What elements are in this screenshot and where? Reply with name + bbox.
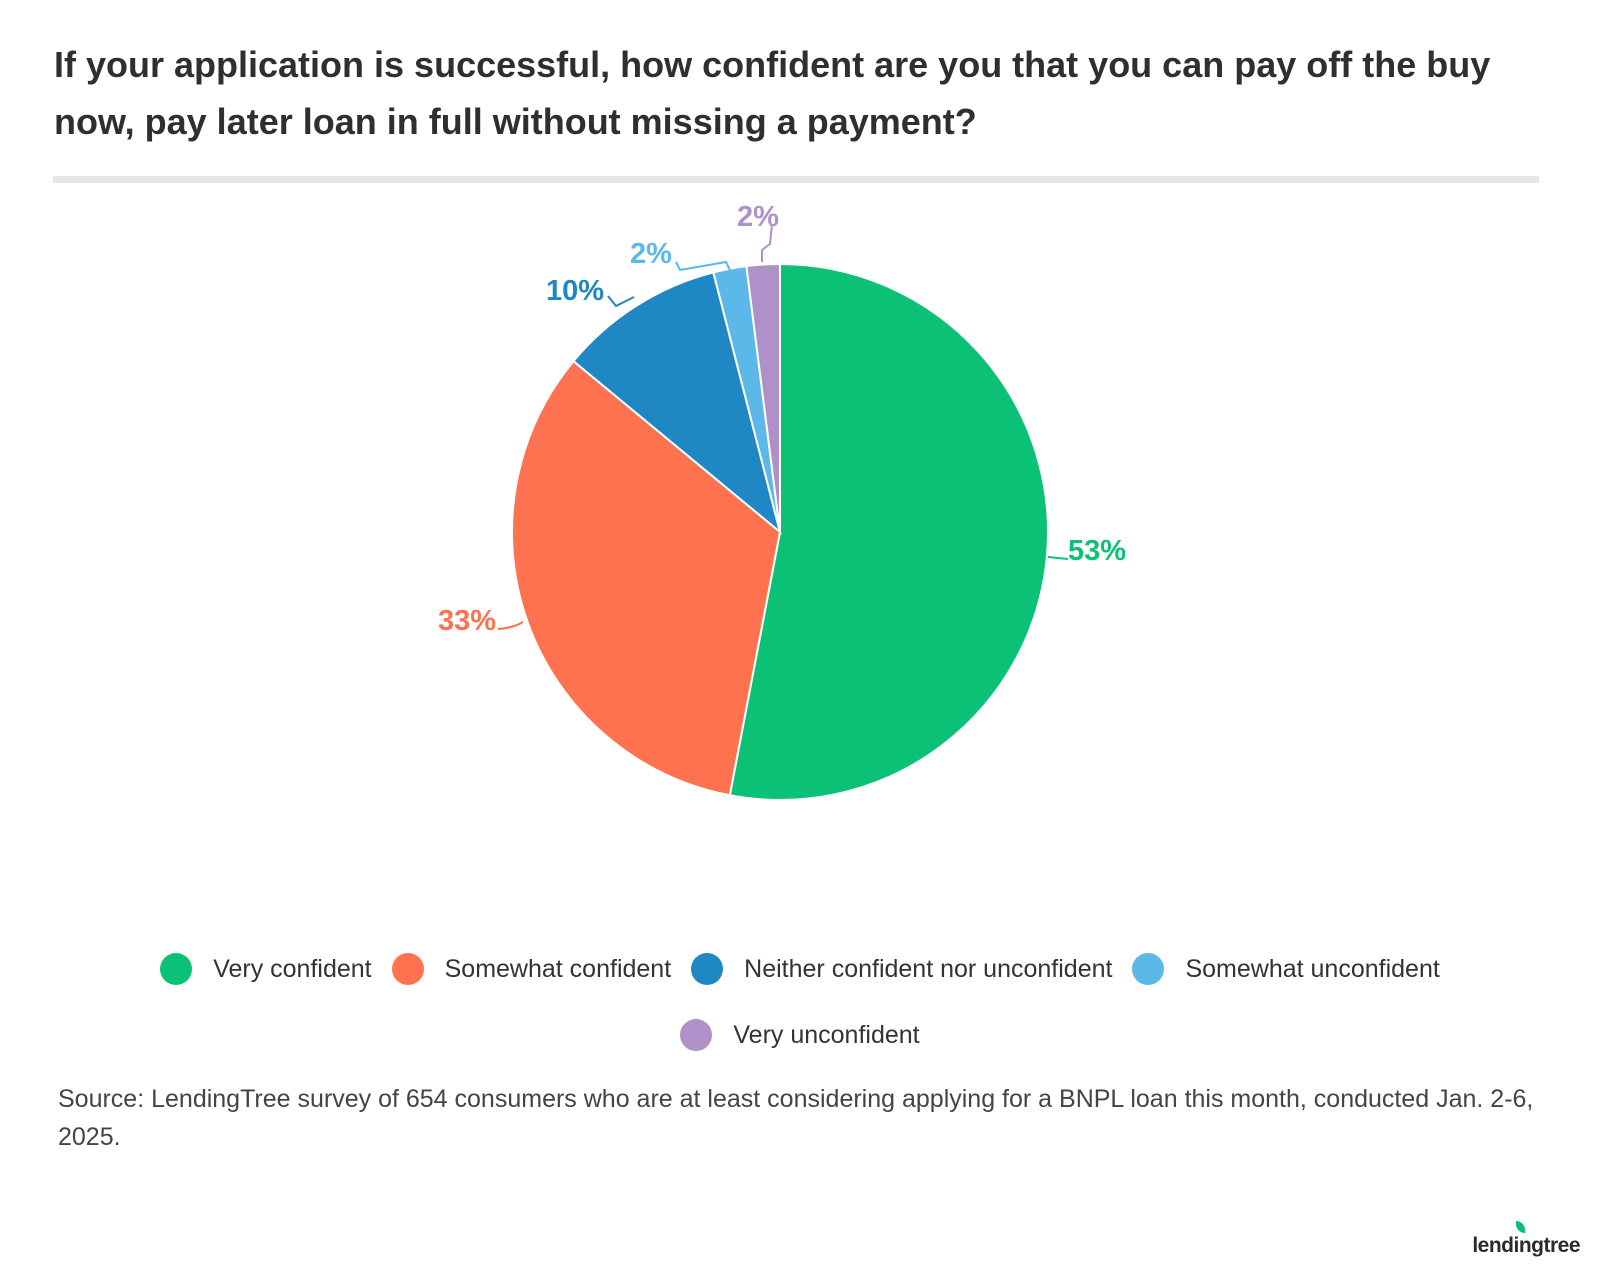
title-divider — [53, 176, 1539, 183]
leader-line-very-confident — [1047, 556, 1069, 560]
legend-item-neither: Neither confident nor unconfident — [691, 953, 1112, 985]
legend-label-very-unconfident: Very unconfident — [733, 1020, 920, 1049]
legend-label-neither: Neither confident nor unconfident — [744, 954, 1113, 983]
legend-row-2: Very unconfident — [0, 1002, 1600, 1068]
data-label-somewhat-unconfident: 2% — [630, 238, 672, 270]
leader-line-neither — [607, 295, 635, 308]
data-label-very-unconfident: 2% — [737, 201, 779, 233]
chart-legend: Very confident Somewhat confident Neithe… — [0, 936, 1600, 1068]
legend-row-1: Very confident Somewhat confident Neithe… — [0, 936, 1600, 1002]
legend-swatch-very-confident — [160, 953, 193, 985]
pie-chart: 53% 33% 10% 2% 2% — [438, 201, 1126, 801]
legend-item-very-confident: Very confident — [160, 953, 372, 985]
legend-label-somewhat-unconfident: Somewhat unconfident — [1185, 954, 1440, 983]
leaf-icon — [1516, 1221, 1526, 1233]
legend-label-very-confident: Very confident — [213, 954, 372, 983]
lendingtree-logo: lendingtree — [1472, 1221, 1580, 1258]
chart-title: If your application is successful, how c… — [54, 44, 1491, 142]
pie-slice-neither — [572, 271, 782, 535]
leader-line-somewhat-confident — [497, 621, 524, 630]
logo-text: lendingtree — [1472, 1234, 1580, 1257]
data-label-very-confident: 53% — [1068, 535, 1126, 567]
legend-swatch-somewhat-confident — [391, 953, 424, 985]
legend-item-somewhat-unconfident: Somewhat unconfident — [1132, 953, 1440, 985]
legend-item-somewhat-confident: Somewhat confident — [391, 953, 672, 985]
pie-slice-very-confident — [728, 262, 1049, 801]
legend-swatch-somewhat-unconfident — [1132, 953, 1165, 985]
legend-swatch-very-unconfident — [680, 1019, 713, 1051]
pie-slice-somewhat-confident — [511, 359, 782, 797]
legend-item-very-unconfident: Very unconfident — [680, 1019, 920, 1051]
source-note: Source: LendingTree survey of 654 consum… — [58, 1085, 1534, 1151]
leader-line-somewhat-unconfident — [675, 260, 731, 272]
legend-swatch-neither — [691, 953, 724, 985]
leader-line-very-unconfident — [761, 223, 773, 262]
pie-slice-very-unconfident — [745, 262, 781, 533]
data-label-neither: 10% — [546, 275, 604, 307]
legend-label-somewhat-confident: Somewhat confident — [444, 954, 672, 983]
data-label-somewhat-confident: 33% — [438, 605, 496, 637]
